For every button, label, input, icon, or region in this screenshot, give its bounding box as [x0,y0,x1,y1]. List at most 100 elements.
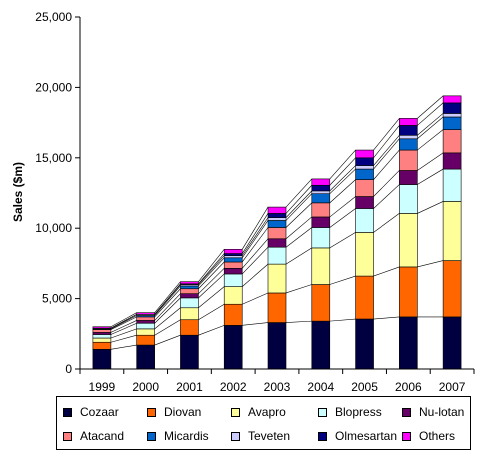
legend-item-cozaar: Cozaar [63,400,147,424]
bar-segment-diovan-2005 [355,275,374,320]
series-line-atacand-2 [198,261,225,289]
series-line-avapro-2 [198,286,225,308]
bar-segment-atacand-1999 [92,329,112,333]
bar-segment-others-2006 [399,118,418,126]
series-line-nu-lotan-5 [329,196,356,218]
bar-segment-blopress-2003 [267,246,287,265]
series-line-olmesartan-6 [373,125,400,158]
series-line-cozaar-6 [373,316,400,320]
series-line-micardis-7 [417,116,444,140]
series-line-others-6 [373,118,400,151]
bar-segment-others-2001 [180,281,199,285]
legend-label: Olmesartan [335,429,398,443]
legend-swatch [231,407,240,417]
series-line-diovan-2 [198,303,225,320]
series-line-atacand-1 [154,288,181,318]
legend-swatch [402,431,411,441]
bars-group [92,95,462,370]
x-tick-label: 2006 [395,380,422,394]
y-tick-label: 0 [65,362,72,376]
bar-segment-blopress-1999 [92,334,112,339]
bar-segment-blopress-2005 [355,208,374,233]
legend-label: Atacand [80,429,125,443]
series-line-diovan-7 [417,260,444,268]
bar-segment-atacand-2000 [136,316,155,321]
series-line-olmesartan-4 [285,185,313,214]
bar-segment-avapro-2000 [136,328,155,336]
legend-item-diovan: Diovan [147,400,231,424]
series-line-blopress-6 [373,184,400,209]
bar-segment-olmesartan-2007 [442,102,462,114]
series-line-teveten-5 [329,165,356,192]
series-line-teveten-7 [417,113,444,136]
series-line-teveten-3 [241,217,269,256]
y-tick-label: 25,000 [35,10,72,24]
bar-segment-cozaar-1999 [92,348,112,370]
legend-label: Teveten [248,429,291,443]
bar-segment-teveten-2006 [399,134,418,140]
bar-segment-blopress-2004 [311,227,331,249]
legend-item-teveten: Teveten [231,424,318,448]
series-line-diovan-0 [110,334,137,343]
bar-segment-micardis-2001 [180,285,199,290]
series-line-atacand-7 [417,129,444,151]
bar-segment-micardis-2003 [267,220,287,228]
series-line-others-3 [241,206,269,250]
x-tick-label: 2004 [307,380,334,394]
bar-segment-cozaar-2006 [399,316,418,370]
bar-segment-avapro-2004 [311,247,331,285]
bar-segment-atacand-2007 [442,129,462,154]
series-line-cozaar-5 [329,318,356,322]
series-line-avapro-6 [373,213,400,233]
series-line-micardis-5 [329,168,356,194]
series-line-teveten-6 [373,135,400,166]
bar-segment-blopress-2006 [399,184,418,214]
x-tick-label: 2003 [264,380,291,394]
legend-swatch [63,407,72,417]
bar-segment-blopress-2007 [442,168,462,202]
y-tick-label: 5,000 [42,292,72,306]
series-line-nu-lotan-4 [285,216,312,239]
series-line-olmesartan-2 [198,253,225,285]
series-line-micardis-1 [154,285,181,316]
series-line-blopress-3 [242,247,269,275]
bar-segment-nu-lotan-2006 [399,170,418,185]
bar-segment-others-1999 [92,326,112,329]
bar-segment-avapro-2006 [399,213,418,268]
legend-swatch [147,407,156,417]
legend-label: Cozaar [80,405,119,419]
legend-label: Blopress [335,405,382,419]
legend-label: Avapro [248,405,286,419]
series-line-cozaar-0 [110,344,137,350]
series-line-others-1 [154,281,181,313]
legend-grid: Cozaar Diovan Avapro Blopress Nu-lotan Atacan… [57,397,470,448]
series-line-avapro-1 [154,307,181,330]
bar-segment-cozaar-2001 [180,334,199,370]
series-line-avapro-7 [417,201,444,214]
series-line-blopress-1 [154,297,181,324]
series-line-micardis-6 [373,138,400,170]
series-line-cozaar-2 [198,325,225,336]
bar-segment-cozaar-2002 [223,325,243,370]
legend-swatch [147,431,156,441]
series-line-micardis-3 [241,220,269,258]
bar-segment-avapro-1999 [92,337,112,343]
legend-item-micardis: Micardis [147,424,231,448]
legend-item-blopress: Blopress [318,400,402,424]
bar-segment-avapro-2002 [223,286,243,305]
x-tick-label: 2000 [132,380,159,394]
legend-swatch [402,407,411,417]
bar-segment-diovan-2002 [223,303,243,326]
bar-segment-teveten-2005 [355,165,374,170]
series-line-avapro-5 [329,232,356,249]
series-line-avapro-3 [242,263,269,287]
bar-segment-olmesartan-2004 [311,184,331,192]
series-line-cozaar-3 [242,322,269,326]
bar-segment-micardis-2007 [442,116,462,130]
y-tick-label: 20,000 [35,80,72,94]
series-line-nu-lotan-2 [198,268,225,294]
bar-segment-micardis-2002 [223,257,243,263]
bar-segment-atacand-2006 [399,149,418,171]
bar-segment-atacand-2005 [355,179,374,197]
series-line-teveten-4 [285,190,312,218]
